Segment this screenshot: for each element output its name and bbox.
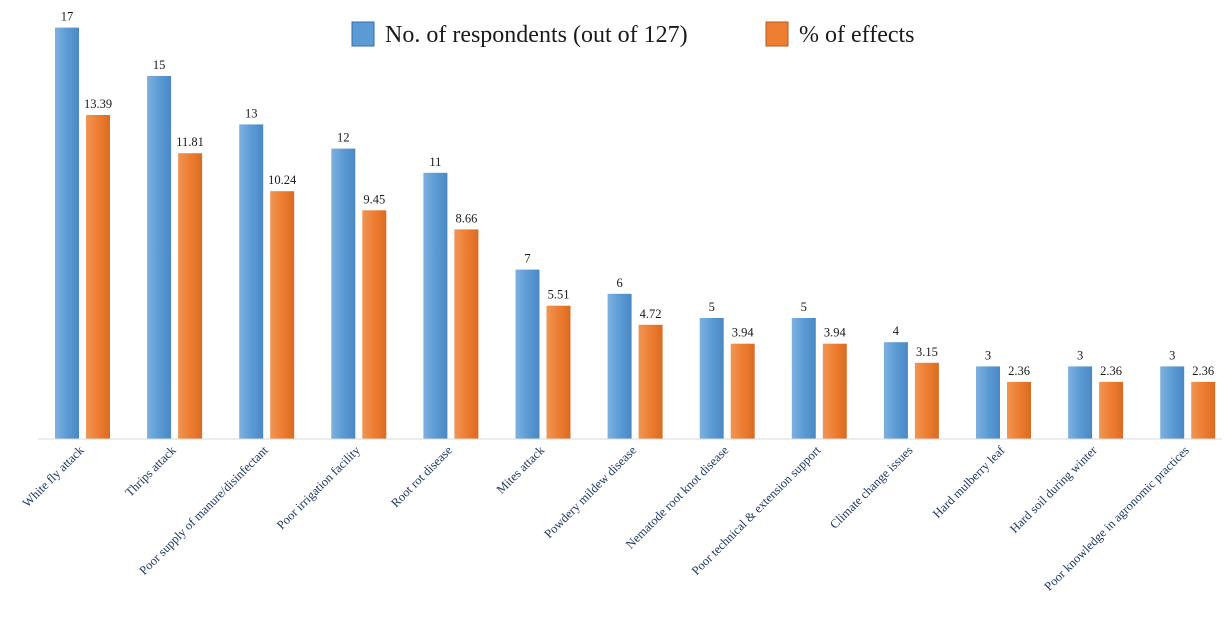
category-label-11: Hard mulberry leaf (930, 443, 1008, 521)
respondents-value-label-10: 4 (893, 324, 900, 338)
respondents-bar-2 (147, 76, 172, 439)
legend-swatch-effects (765, 21, 789, 47)
respondents-value-label-11: 3 (985, 348, 991, 362)
effects-value-label-12: 2.36 (1100, 364, 1122, 378)
bars-group (55, 27, 1216, 440)
effects-value-label-2: 11.81 (176, 135, 204, 149)
effects-bar-4 (362, 210, 387, 439)
respondents-bar-8 (699, 318, 724, 439)
effects-bar-13 (1191, 381, 1216, 439)
legend-swatch-respondents (351, 21, 375, 47)
respondents-bar-11 (976, 366, 1000, 439)
category-label-1: White fly attack (20, 443, 87, 510)
respondents-bar-9 (791, 318, 816, 439)
legend-label-effects: % of effects (799, 22, 915, 48)
category-label-10: Climate change issues (827, 443, 916, 532)
category-label-5: Root rot disease (388, 443, 455, 510)
legend-label-respondents: No. of respondents (out of 127) (385, 22, 688, 48)
respondents-value-label-12: 3 (1077, 348, 1083, 362)
respondents-bar-1 (55, 27, 79, 439)
respondents-bar-6 (515, 269, 540, 439)
category-label-12: Hard soil during winter (1007, 443, 1100, 536)
effects-bar-11 (1007, 381, 1031, 439)
effects-bar-3 (270, 191, 295, 439)
effects-bar-8 (730, 343, 755, 439)
effects-value-label-11: 2.36 (1008, 364, 1030, 378)
effects-value-label-3: 10.24 (268, 173, 297, 187)
category-label-7: Powdery mildew disease (541, 443, 639, 541)
respondents-bar-13 (1160, 366, 1185, 439)
category-label-8: Nematode root knot disease (623, 443, 732, 552)
effects-value-label-4: 9.45 (363, 192, 385, 206)
category-label-2: Thrips attack (122, 443, 179, 500)
respondents-bar-4 (331, 148, 356, 439)
category-label-13: Poor knowledge in agronomic practices (1042, 443, 1192, 593)
legend: No. of respondents (out of 127) % of eff… (351, 21, 915, 48)
effects-bar-9 (822, 343, 847, 439)
effects-bar-2 (178, 153, 203, 439)
effects-value-label-7: 4.72 (640, 307, 662, 321)
effects-bar-12 (1099, 381, 1124, 439)
respondents-bar-5 (423, 172, 448, 440)
effects-value-label-13: 2.36 (1192, 364, 1214, 378)
respondents-bar-12 (1068, 366, 1093, 439)
respondents-bar-3 (239, 124, 264, 440)
respondents-value-label-9: 5 (801, 300, 807, 314)
effects-value-label-6: 5.51 (548, 288, 570, 302)
effects-bar-1 (86, 115, 110, 439)
respondents-bar-7 (607, 293, 632, 439)
respondents-value-label-8: 5 (709, 300, 715, 314)
respondents-value-label-13: 3 (1169, 348, 1175, 362)
effects-bar-6 (546, 305, 571, 439)
effects-bar-5 (454, 229, 479, 439)
respondents-value-label-1: 17 (61, 10, 74, 24)
respondents-value-label-3: 13 (245, 106, 258, 120)
value-labels-group: 17 13.39 15 11.81 13 10.24 12 9.45 11 8.66 7 5.51 6 4… (61, 10, 1214, 378)
respondents-value-label-7: 6 (616, 276, 622, 290)
respondents-value-label-2: 15 (153, 58, 166, 72)
respondents-value-label-6: 7 (524, 252, 530, 266)
effects-value-label-1: 13.39 (84, 97, 112, 111)
respondents-value-label-5: 11 (429, 155, 441, 169)
effects-bar-7 (638, 324, 663, 439)
respondents-bar-10 (883, 342, 908, 439)
effects-value-label-10: 3.15 (916, 345, 938, 359)
effects-value-label-5: 8.66 (455, 211, 477, 225)
effects-bar-10 (914, 362, 939, 439)
effects-value-label-8: 3.94 (732, 326, 755, 340)
category-label-4: Poor irrigation facility (274, 443, 363, 532)
effects-value-label-9: 3.94 (824, 326, 847, 340)
category-label-6: Mites attack (494, 443, 548, 497)
respondents-value-label-4: 12 (337, 131, 350, 145)
